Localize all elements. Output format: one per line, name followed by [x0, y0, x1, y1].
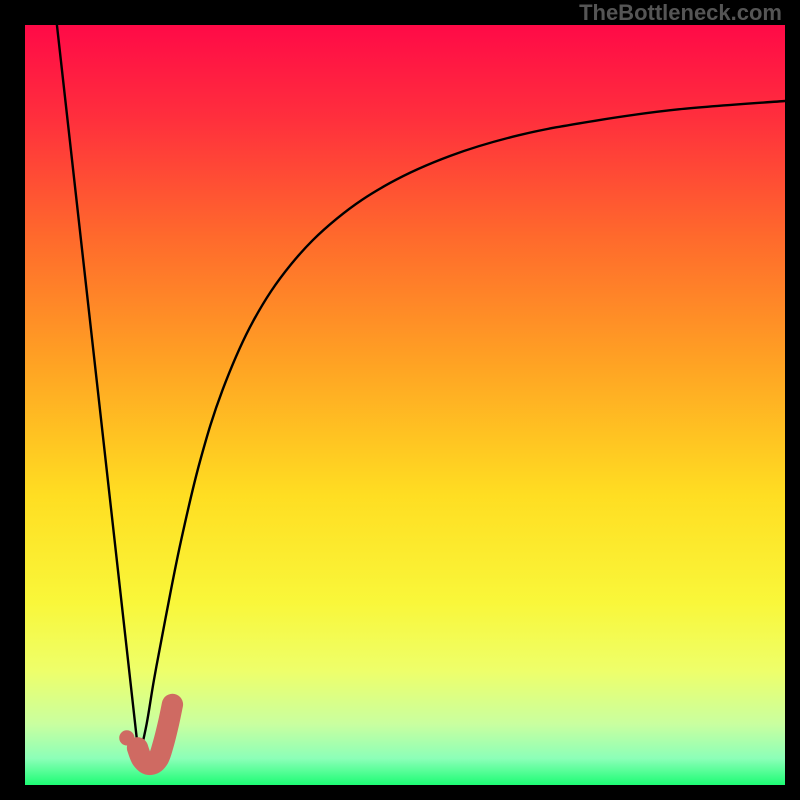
watermark-text: TheBottleneck.com: [579, 0, 782, 26]
chart-container: TheBottleneck.com: [0, 0, 800, 800]
gradient-background: [25, 25, 785, 785]
marker-dot: [119, 730, 134, 745]
chart-svg: [25, 25, 785, 785]
plot-area: [25, 25, 785, 785]
